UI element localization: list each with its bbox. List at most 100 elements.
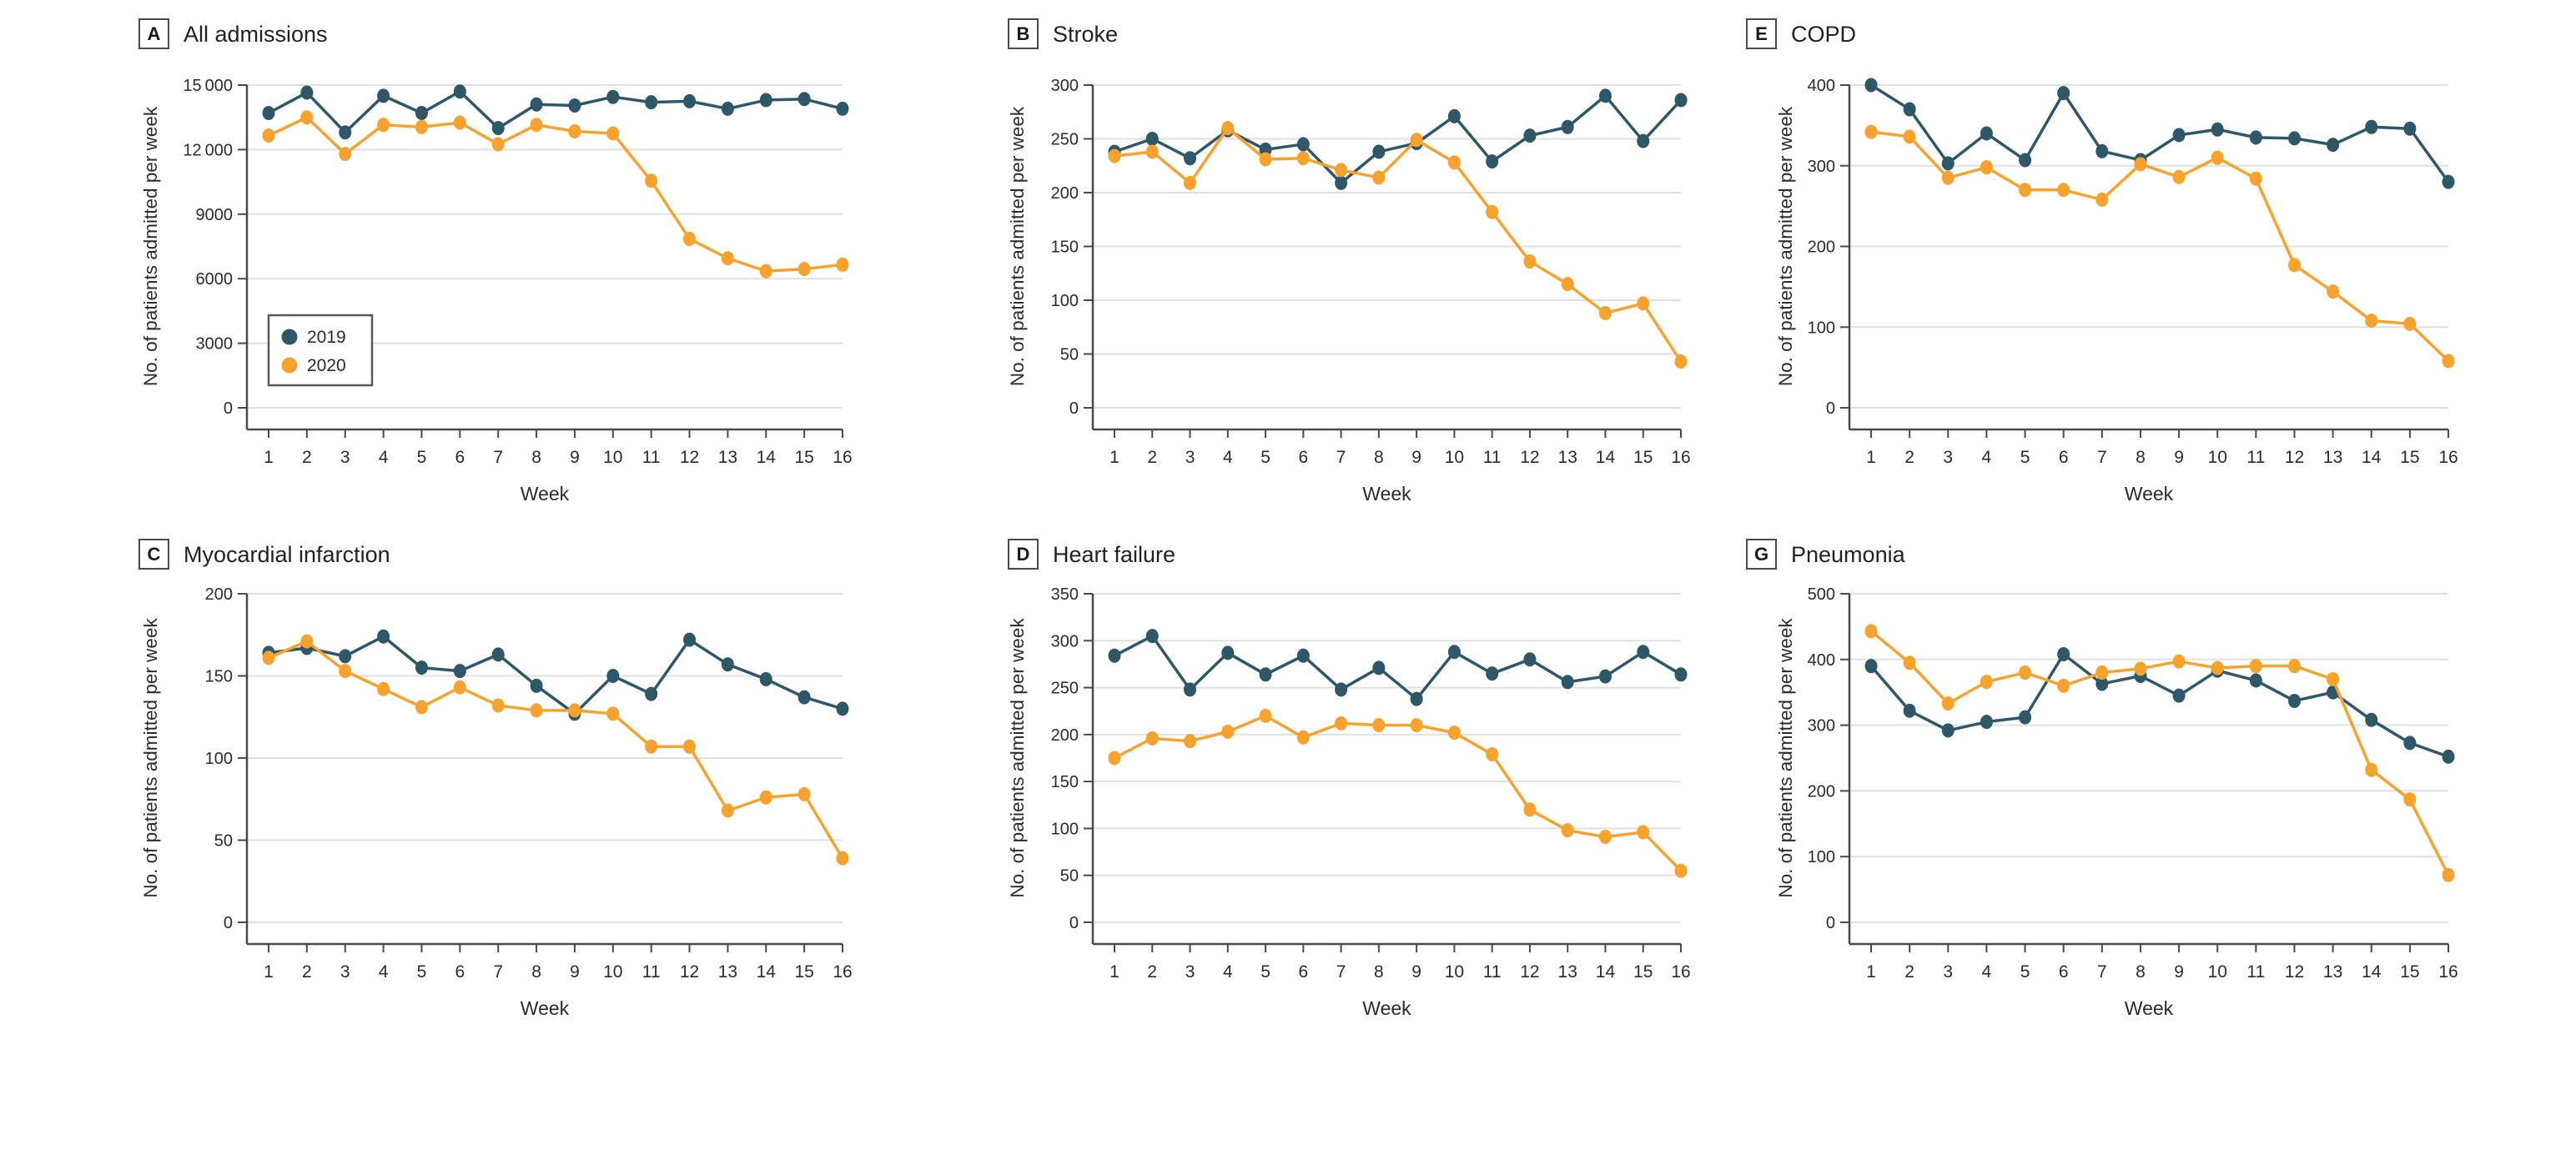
series-2020-markers [1108, 121, 1688, 369]
data-point-marker [1372, 170, 1386, 185]
data-point-marker [2249, 659, 2262, 674]
y-tick-label: 50 [1060, 346, 1079, 364]
data-point-marker [1372, 144, 1386, 159]
data-point-marker [491, 137, 505, 152]
y-tick-label: 250 [1051, 131, 1079, 149]
data-point-marker [1447, 726, 1461, 741]
data-point-marker [1980, 126, 1993, 141]
x-tick-label: 15 [794, 962, 813, 982]
data-point-marker [1108, 751, 1121, 766]
data-point-marker [1184, 175, 1197, 190]
data-point-marker [1903, 655, 1916, 670]
x-tick-label: 3 [1185, 962, 1195, 982]
panel-title-g: Pneumonia [1791, 542, 1905, 567]
data-point-marker [339, 664, 352, 679]
data-point-marker [645, 95, 658, 110]
data-point-marker [1941, 170, 1955, 185]
x-tick-label: 5 [2020, 962, 2030, 982]
data-point-marker [1259, 667, 1272, 682]
data-point-marker [645, 686, 658, 701]
data-point-marker [2327, 284, 2340, 299]
data-point-marker [2287, 693, 2301, 708]
data-point-marker [759, 264, 772, 279]
series-2020-line [1113, 126, 1683, 364]
legend-box [267, 314, 374, 387]
data-point-marker [1864, 124, 1878, 139]
data-point-marker [1447, 155, 1461, 170]
data-point-marker [1335, 175, 1348, 190]
data-point-marker [1674, 93, 1688, 108]
y-tick-label: 100 [1051, 292, 1079, 310]
data-point-marker [530, 703, 543, 718]
x-tick-label: 10 [2208, 448, 2227, 467]
x-tick-label: 6 [1298, 448, 1308, 467]
x-tick-label: 9 [2174, 448, 2184, 467]
x-axis-label: Week [1362, 997, 1411, 1019]
x-tick-label: 14 [757, 448, 777, 467]
x-tick-label: 1 [1109, 448, 1119, 467]
panel-e-header: E COPD [1746, 18, 1856, 52]
data-point-marker [1674, 667, 1688, 682]
x-tick-label: 11 [642, 448, 661, 467]
data-point-marker [2057, 678, 2070, 693]
x-tick-label: 7 [1336, 448, 1346, 467]
data-point-marker [1864, 78, 1878, 93]
x-tick-label: 4 [1223, 448, 1233, 467]
x-tick-label: 12 [1520, 962, 1539, 982]
legend-label-2020: 2020 [307, 356, 346, 375]
data-point-marker [836, 701, 849, 716]
data-point-marker [415, 119, 428, 134]
y-axis-label: No. of patients admitted per week [1775, 106, 1796, 386]
data-point-marker [530, 118, 543, 133]
y-tick-label: 0 [1826, 399, 1835, 418]
y-tick-label: 150 [205, 668, 233, 686]
data-point-marker [721, 803, 734, 818]
x-tick-label: 7 [493, 962, 503, 982]
x-tick-label: 12 [680, 448, 699, 467]
data-point-marker [645, 173, 658, 188]
data-point-marker [797, 690, 811, 705]
data-point-marker [1941, 696, 1955, 711]
y-tick-label: 100 [205, 750, 233, 768]
data-point-marker [2134, 157, 2147, 172]
y-tick-label: 9000 [196, 206, 234, 224]
data-point-marker [1221, 645, 1235, 660]
data-point-marker [530, 97, 543, 112]
panel-b-header: B Stroke [1008, 18, 1118, 52]
x-tick-label: 2 [1147, 962, 1157, 982]
data-point-marker [1523, 254, 1537, 269]
data-point-marker [339, 649, 352, 664]
y-tick-label: 350 [1051, 585, 1079, 604]
y-axis-label: No. of patients admitted per week [140, 618, 161, 898]
data-point-marker [2019, 183, 2032, 198]
panel-title-e: COPD [1791, 22, 1857, 47]
x-tick-label: 14 [2362, 448, 2382, 467]
x-tick-label: 6 [455, 962, 465, 982]
data-point-marker [2096, 665, 2109, 680]
y-tick-label: 200 [205, 585, 233, 604]
x-tick-label: 12 [680, 962, 699, 982]
data-point-marker [1864, 659, 1878, 674]
x-tick-label: 13 [718, 448, 737, 467]
series-2020-line [267, 115, 844, 273]
x-tick-label: 14 [757, 962, 777, 982]
panel-title-c: Myocardial infarction [184, 542, 390, 567]
data-point-marker [377, 629, 390, 644]
data-point-marker [683, 231, 697, 246]
series-2020-markers [1108, 708, 1688, 878]
y-tick-label: 500 [1808, 585, 1835, 604]
series-2020-markers [262, 634, 849, 866]
legend-marker-2020 [281, 357, 298, 374]
y-tick-label: 150 [1051, 773, 1079, 791]
panel-title-a: All admissions [184, 22, 328, 47]
x-axis-label: Week [521, 997, 570, 1019]
data-point-marker [683, 739, 697, 754]
data-point-marker [377, 118, 390, 133]
x-tick-label: 11 [1483, 448, 1502, 467]
legend-marker-2019 [281, 329, 298, 345]
data-point-marker [1598, 669, 1612, 684]
data-point-marker [339, 125, 352, 140]
